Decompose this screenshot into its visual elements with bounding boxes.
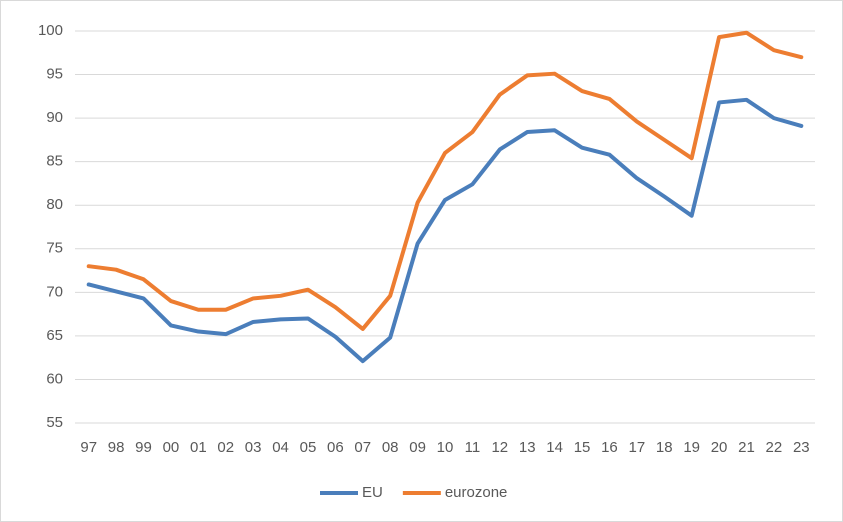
y-tick-label: 75 — [46, 240, 63, 257]
x-tick-label: 99 — [135, 439, 152, 456]
x-tick-label: 98 — [108, 439, 125, 456]
x-tick-label: 20 — [711, 439, 728, 456]
x-tick-label: 97 — [80, 439, 97, 456]
x-tick-label: 14 — [546, 439, 563, 456]
x-tick-label: 21 — [738, 439, 755, 456]
y-tick-label: 100 — [38, 22, 63, 39]
x-tick-label: 05 — [300, 439, 317, 456]
line-series — [86, 97, 804, 364]
y-tick-label: 85 — [46, 153, 63, 170]
x-tick-label: 10 — [437, 439, 454, 456]
x-tick-label: 15 — [574, 439, 591, 456]
x-tick-label: 02 — [217, 439, 234, 456]
legend-label: EU — [362, 484, 383, 501]
x-tick-label: 17 — [629, 439, 646, 456]
x-tick-label: 12 — [491, 439, 508, 456]
y-tick-label: 70 — [46, 283, 63, 300]
x-tick-label: 22 — [766, 439, 783, 456]
x-tick-label: 07 — [354, 439, 371, 456]
legend-label: eurozone — [445, 484, 508, 501]
x-tick-label: 01 — [190, 439, 207, 456]
x-tick-label: 19 — [683, 439, 700, 456]
y-tick-label: 95 — [46, 66, 63, 83]
y-tick-label: 90 — [46, 109, 63, 126]
x-tick-label: 18 — [656, 439, 673, 456]
x-tick-label: 09 — [409, 439, 426, 456]
x-tick-label: 13 — [519, 439, 536, 456]
line-series — [86, 30, 804, 331]
x-tick-label: 11 — [465, 439, 481, 456]
x-tick-label: 03 — [245, 439, 262, 456]
y-tick-label: 55 — [46, 414, 63, 431]
x-tick-label: 04 — [272, 439, 289, 456]
x-tick-label: 23 — [793, 439, 810, 456]
y-tick-label: 65 — [46, 327, 63, 344]
y-tick-label: 80 — [46, 196, 63, 213]
y-tick-label: 60 — [46, 370, 63, 387]
x-tick-label: 08 — [382, 439, 399, 456]
x-tick-label: 16 — [601, 439, 618, 456]
x-tick-label: 06 — [327, 439, 344, 456]
x-tick-label: 00 — [163, 439, 180, 456]
